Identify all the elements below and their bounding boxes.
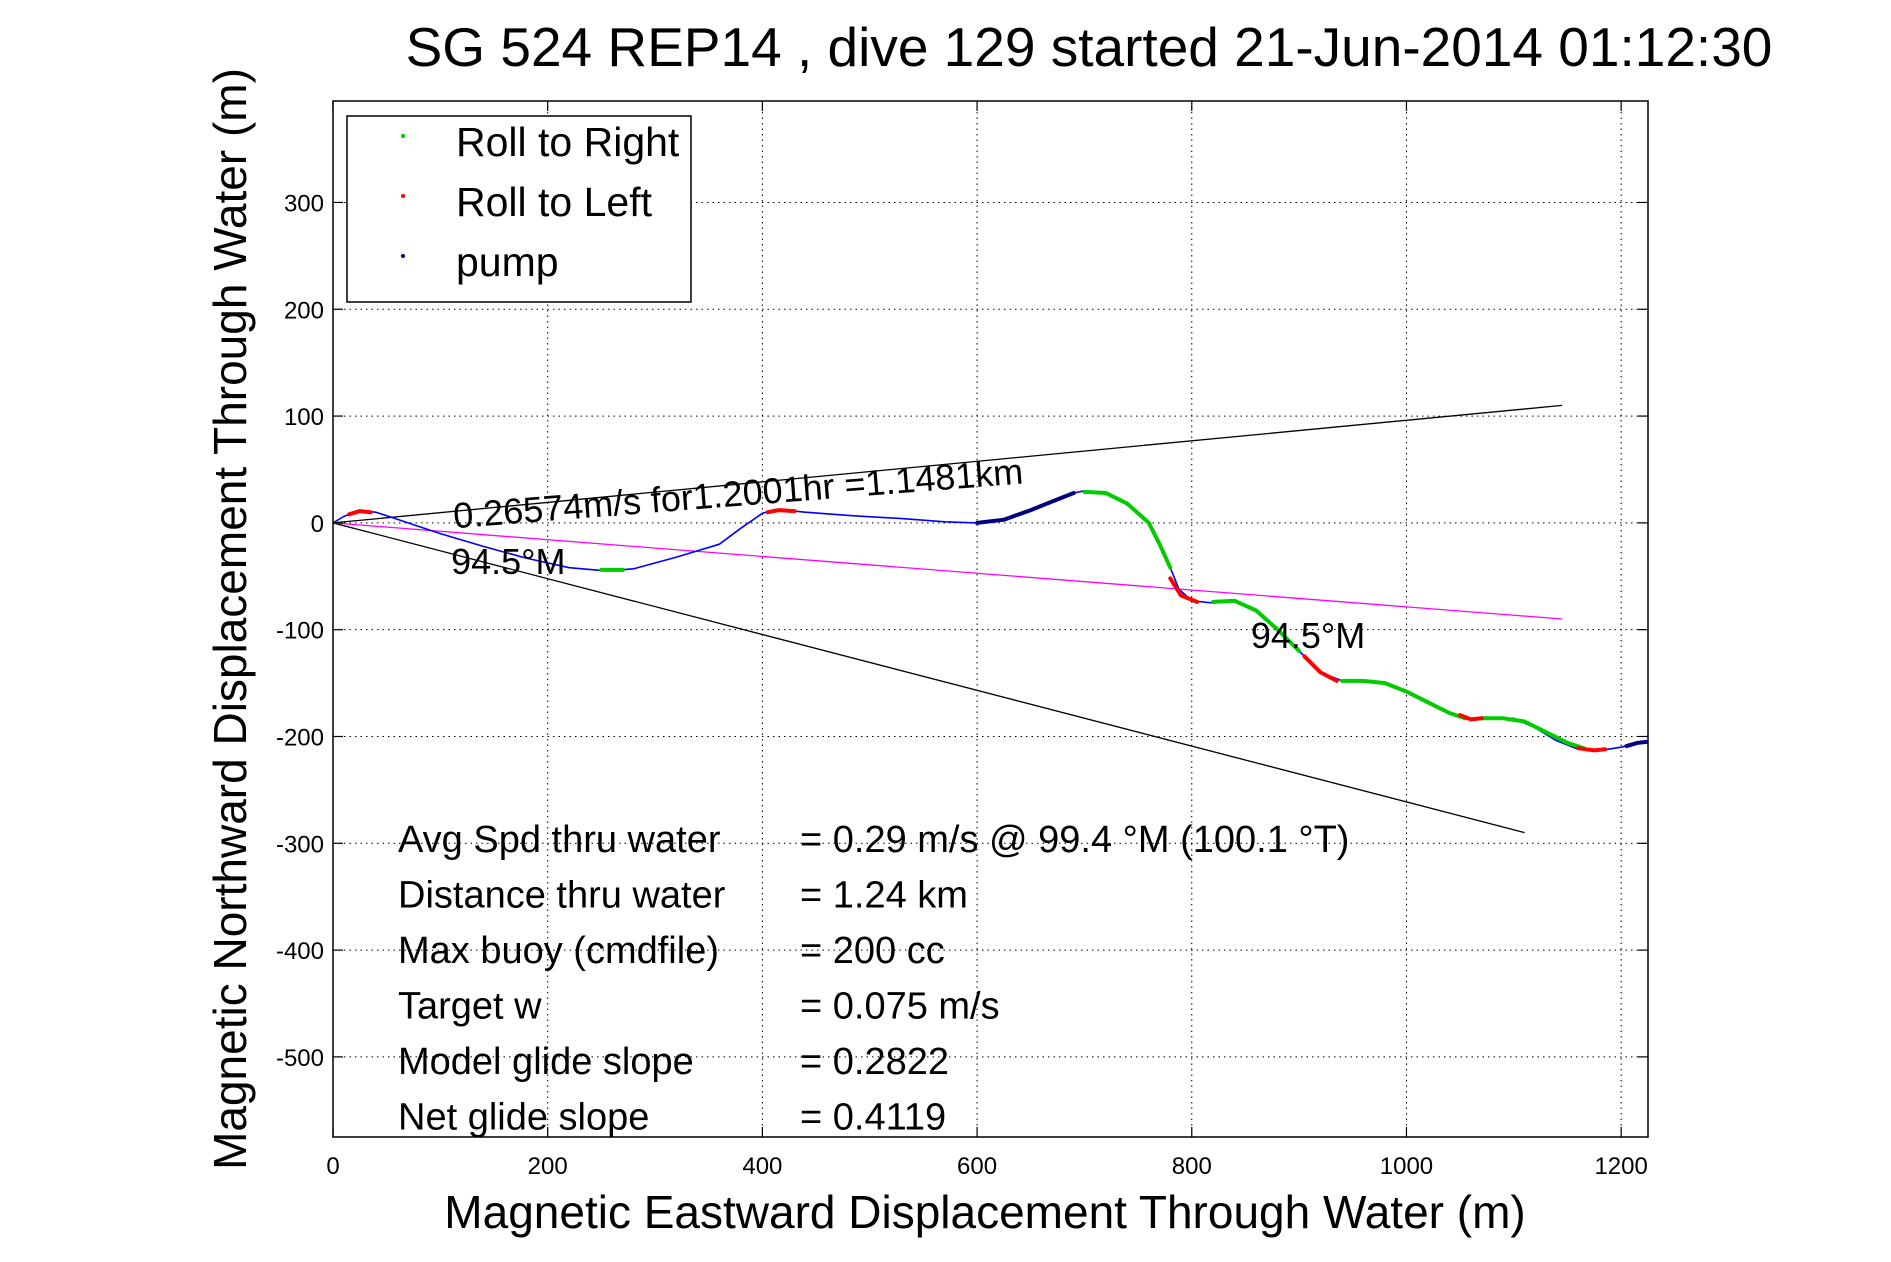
legend: Roll to Right Roll to Left pump — [346, 115, 692, 303]
annotation-text: 94.5°M — [451, 541, 565, 582]
roll-left-segment — [1458, 713, 1484, 722]
heading-line-group — [333, 522, 1563, 620]
y-tick-label: 300 — [284, 190, 324, 217]
x-tick-label: 600 — [957, 1153, 997, 1180]
x-tick-label: 1000 — [1380, 1153, 1433, 1180]
stat-value: = 0.075 m/s — [800, 986, 1000, 1028]
legend-box — [346, 115, 692, 303]
stat-label: Avg Spd thru water — [398, 819, 721, 861]
roll-right-segment — [1340, 678, 1468, 721]
y-tick-label: -400 — [276, 938, 324, 965]
y-tick-label: 100 — [284, 404, 324, 431]
x-tick-label: 1200 — [1594, 1153, 1647, 1180]
roll-segments — [347, 489, 1648, 753]
roll-right-segment — [1479, 716, 1586, 751]
stat-label: Net glide slope — [398, 1097, 649, 1139]
roll-left-segment — [347, 509, 373, 517]
roll-left-segment — [765, 508, 797, 515]
x-tick-label: 800 — [1172, 1153, 1212, 1180]
chart-title: SG 524 REP14 , dive 129 started 21-Jun-2… — [406, 16, 1773, 78]
legend-marker — [401, 134, 405, 138]
annotation-text: 94.5°M — [1251, 615, 1365, 656]
stat-label: Model glide slope — [398, 1041, 694, 1083]
pump-segment — [1624, 739, 1648, 749]
pump-segment — [975, 491, 1076, 525]
legend-label: pump — [456, 239, 559, 285]
y-ticks: 300 200 100 0 -100 -200 -300 -400 -500 — [276, 190, 1648, 1072]
x-tick-label: 200 — [528, 1153, 568, 1180]
roll-right-segment — [1211, 598, 1302, 653]
plot-frame — [332, 100, 1649, 1138]
stat-value: = 200 cc — [800, 930, 945, 972]
roll-left-segment — [1302, 654, 1339, 683]
cone-line-lower — [333, 522, 1525, 834]
roll-left-segment — [1168, 576, 1200, 604]
x-ticks: 0 200 400 600 800 1000 1200 — [326, 101, 1648, 1180]
y-tick-label: -500 — [276, 1045, 324, 1072]
cone-lines — [333, 404, 1563, 834]
x-tick-label: 400 — [742, 1153, 782, 1180]
stat-value: = 0.4119 — [800, 1097, 946, 1139]
stat-label: Target w — [398, 986, 542, 1028]
legend-marker — [401, 194, 405, 198]
legend-label: Roll to Left — [456, 179, 653, 225]
stat-value: = 0.29 m/s @ 99.4 °M (100.1 °T) — [800, 819, 1349, 861]
roll-right-segment — [1082, 489, 1173, 570]
x-axis-label: Magnetic Eastward Displacement Through W… — [444, 1186, 1525, 1238]
roll-left-segment — [1576, 746, 1608, 753]
y-tick-label: -200 — [276, 724, 324, 751]
y-tick-label: -100 — [276, 618, 324, 645]
y-tick-label: -300 — [276, 831, 324, 858]
heading-line — [333, 522, 1563, 620]
y-tick-label: 200 — [284, 297, 324, 324]
cone-line-upper — [333, 404, 1563, 524]
legend-label: Roll to Right — [456, 119, 680, 165]
stats-block: Avg Spd thru water = 0.29 m/s @ 99.4 °M (… — [398, 819, 1349, 1139]
stat-label: Distance thru water — [398, 875, 726, 917]
y-tick-label: 0 — [311, 511, 324, 538]
x-tick-label: 0 — [326, 1153, 339, 1180]
legend-marker — [401, 254, 405, 258]
stat-value: = 0.2822 — [800, 1041, 949, 1083]
stat-label: Max buoy (cmdfile) — [398, 930, 719, 972]
stat-value: = 1.24 km — [800, 875, 968, 917]
y-axis-label: Magnetic Northward Displacement Through … — [204, 68, 256, 1170]
